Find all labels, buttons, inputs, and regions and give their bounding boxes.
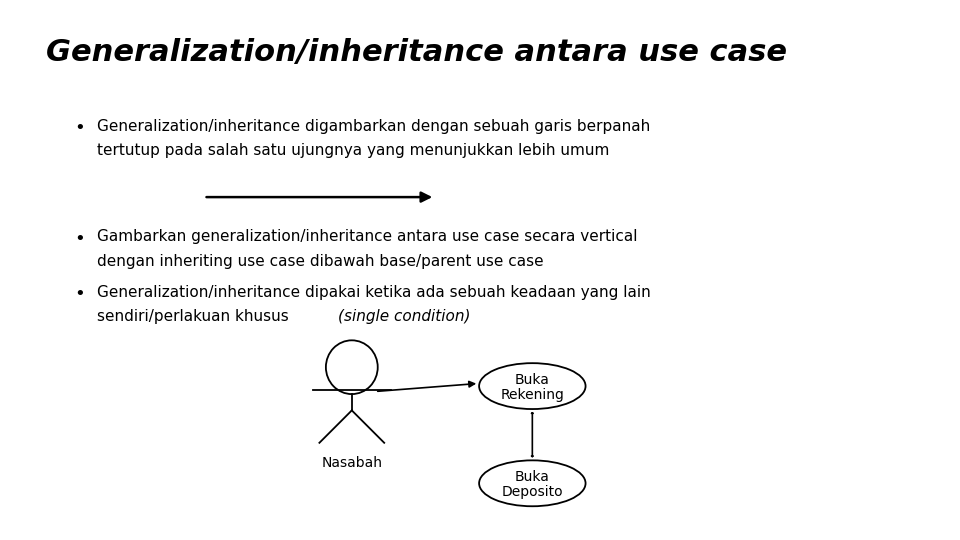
Text: Buka: Buka xyxy=(515,373,550,387)
Text: •: • xyxy=(74,285,84,303)
Text: Gambarkan generalization/inheritance antara use case secara vertical: Gambarkan generalization/inheritance ant… xyxy=(97,230,637,245)
Text: •: • xyxy=(74,119,84,137)
Text: •: • xyxy=(74,230,84,247)
Text: Nasabah: Nasabah xyxy=(322,456,382,470)
Text: tertutup pada salah satu ujungnya yang menunjukkan lebih umum: tertutup pada salah satu ujungnya yang m… xyxy=(97,143,610,158)
Text: Generalization/inheritance antara use case: Generalization/inheritance antara use ca… xyxy=(46,38,787,67)
Text: (single condition): (single condition) xyxy=(338,309,470,325)
Text: Generalization/inheritance digambarkan dengan sebuah garis berpanah: Generalization/inheritance digambarkan d… xyxy=(97,119,651,134)
Text: Buka: Buka xyxy=(515,470,550,484)
Text: Deposito: Deposito xyxy=(501,485,564,499)
Text: Rekening: Rekening xyxy=(500,388,564,402)
Text: dengan inheriting use case dibawah base/parent use case: dengan inheriting use case dibawah base/… xyxy=(97,254,543,269)
Text: sendiri/perlakuan khusus: sendiri/perlakuan khusus xyxy=(97,309,294,325)
Text: Generalization/inheritance dipakai ketika ada sebuah keadaan yang lain: Generalization/inheritance dipakai ketik… xyxy=(97,285,651,300)
